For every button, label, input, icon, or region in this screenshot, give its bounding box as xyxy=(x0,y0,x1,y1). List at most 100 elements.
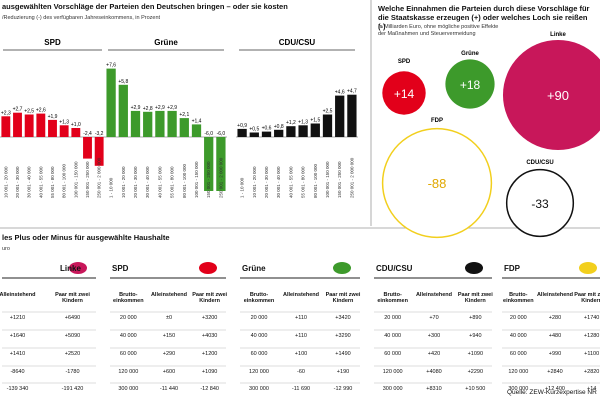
tables-title: les Plus oder Minus für ausgewählte Haus… xyxy=(2,233,170,242)
category-label: 30 001 - 40 000 xyxy=(276,166,281,198)
bubble-label: +18 xyxy=(460,78,481,92)
bar xyxy=(274,129,284,137)
bubble-label: +14 xyxy=(394,87,415,101)
table-cell: 60 000 xyxy=(384,351,402,357)
bar xyxy=(36,113,46,137)
column-header: Alleinstehend xyxy=(0,292,36,298)
table-cell: +190 xyxy=(336,369,350,375)
bar xyxy=(155,110,165,137)
value-label: +5,8 xyxy=(118,79,128,85)
category-label: 10 001 - 20 000 xyxy=(3,166,8,198)
table-cell: 20 000 xyxy=(119,315,137,321)
source: Quelle: ZEW-Kurzexpertise NR xyxy=(505,389,599,396)
table-cell: +990 xyxy=(548,351,562,357)
table-cell: +4030 xyxy=(201,333,218,339)
category-label: 250 001 - 2 000 000 xyxy=(218,157,223,198)
column-header: Alleinstehend xyxy=(536,292,574,298)
chart-title: Grüne xyxy=(154,38,178,47)
pig-icon xyxy=(465,262,483,274)
table-cell: +420 xyxy=(427,351,441,357)
table-cell: -191 420 xyxy=(61,386,84,392)
table-cell: +100 xyxy=(294,351,308,357)
bubble xyxy=(502,39,600,151)
category-label: 100 001 - 150 000 xyxy=(194,161,199,198)
pig-icon xyxy=(69,262,87,274)
value-label: +2,3 xyxy=(1,110,11,116)
table-cell: +600 xyxy=(162,369,176,375)
table-cell: +8310 xyxy=(426,386,442,392)
bubble-name: Linke xyxy=(550,32,566,38)
bar xyxy=(118,84,128,137)
value-label: +0,9 xyxy=(237,123,247,129)
subtitle: /Reduzierung (-) des verfügbaren Jahrese… xyxy=(2,15,161,21)
value-label: +0,5 xyxy=(249,127,259,133)
table-cell: 40 000 xyxy=(509,333,527,339)
table-cell: +1490 xyxy=(335,351,351,357)
pig-icon xyxy=(333,262,351,274)
table-cell: ±0 xyxy=(165,315,173,321)
category-label: 150 001 - 250 000 xyxy=(85,161,90,198)
bar xyxy=(143,111,153,137)
bubble-label: +90 xyxy=(547,88,569,103)
table-cell: -60 xyxy=(297,369,305,375)
bar xyxy=(310,123,320,137)
value-label: +2,5 xyxy=(323,109,333,115)
category-label: 150 001 - 250 000 xyxy=(337,161,342,198)
category-label: 30 001 - 40 000 xyxy=(27,166,32,198)
table-cell: 120 000 xyxy=(249,369,269,375)
value-label: +0,6 xyxy=(262,126,272,132)
bar xyxy=(48,119,57,137)
bar xyxy=(59,125,69,137)
table-cell: +1640 xyxy=(9,333,26,339)
bubble xyxy=(382,71,426,115)
bar xyxy=(179,118,189,137)
pig-icon xyxy=(199,262,217,274)
table-party: Linke xyxy=(60,264,81,273)
table-cell: 300 000 xyxy=(508,386,529,392)
category-label: 80 001 - 100 000 xyxy=(62,163,67,198)
value-label: +2,9 xyxy=(167,105,177,111)
bar xyxy=(130,110,141,137)
column-header: Brutto- einkommen xyxy=(243,292,275,304)
column-header: Paar mit zwei Kindern xyxy=(325,292,361,304)
value-label: +4,7 xyxy=(347,89,357,95)
table-cell: -11 440 xyxy=(159,386,179,392)
bar xyxy=(286,126,296,137)
value-label: +7,6 xyxy=(106,63,116,69)
bar xyxy=(106,68,116,137)
table-cell: -11 690 xyxy=(291,386,311,392)
table-cell: +10 500 xyxy=(465,386,486,392)
table-cell: +890 xyxy=(469,315,482,321)
category-label: 80 001 - 100 000 xyxy=(313,163,318,198)
bubble xyxy=(381,127,493,239)
table-cell: +3290 xyxy=(335,333,351,339)
table-cell: +1090 xyxy=(201,369,218,375)
title: ausgewählten Vorschläge der Parteien den… xyxy=(2,2,288,11)
table-cell: -139 340 xyxy=(6,386,29,392)
tables-subtitle: uro xyxy=(2,246,10,252)
category-label: 1 - 10 000 xyxy=(240,177,245,198)
category-label: 250 001 - 2 000 000 xyxy=(349,157,354,198)
bubble-label: -33 xyxy=(531,197,549,211)
table-cell: +300 xyxy=(427,333,441,339)
column-header: Alleinstehend xyxy=(415,292,453,298)
bubble-name: SPD xyxy=(398,59,411,65)
table-cell: +2840 xyxy=(547,369,563,375)
column-header: Paar mit zwei Kindern xyxy=(574,292,600,304)
category-label: 40 001 - 55 000 xyxy=(288,166,293,198)
value-label: +0,8 xyxy=(274,124,284,130)
table-cell: +1740 xyxy=(583,315,600,321)
table-cell: +290 xyxy=(162,351,176,357)
value-label: +1,2 xyxy=(286,120,296,126)
table-cell: +1090 xyxy=(467,351,484,357)
table-cell: +3420 xyxy=(335,315,351,321)
value-label: +1,3 xyxy=(298,119,308,125)
category-label: 55 001 - 80 000 xyxy=(301,166,306,198)
bar xyxy=(191,124,202,137)
category-label: 55 001 - 80 000 xyxy=(50,166,55,198)
category-label: 250 001 - 2 000 000 xyxy=(97,157,102,198)
value-label: +1,9 xyxy=(48,114,58,120)
column-header: Alleinstehend xyxy=(282,292,320,298)
